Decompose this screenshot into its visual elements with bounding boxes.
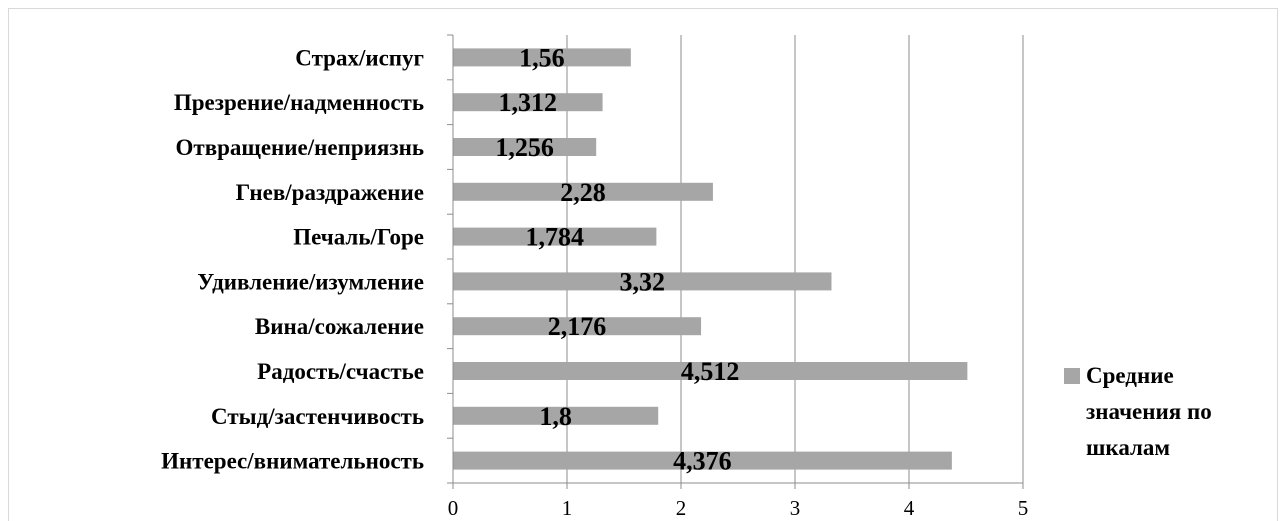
category-label: Вина/сожаление: [255, 314, 424, 339]
bar-6: [453, 227, 657, 246]
data-label: 2,28: [560, 178, 606, 207]
bar-1: [453, 451, 952, 470]
bar-10: [453, 48, 631, 67]
data-label: 1,256: [495, 133, 554, 162]
data-label: 2,176: [548, 312, 607, 341]
bar-9: [453, 93, 603, 112]
data-label: 1,56: [519, 43, 565, 72]
category-label: Радость/счастье: [257, 359, 424, 384]
x-tick-label: 1: [562, 496, 573, 520]
category-label: Интерес/внимательность: [161, 449, 424, 474]
x-tick-label: 5: [1018, 496, 1029, 520]
x-tick-label: 0: [448, 496, 459, 520]
bar-7: [453, 182, 713, 201]
category-label: Гнев/раздражение: [236, 180, 424, 205]
category-label: Печаль/Горе: [293, 225, 424, 250]
legend: Средние значения по шкалам: [1064, 358, 1274, 466]
category-label: Отвращение/неприязнь: [176, 135, 425, 160]
data-label: 3,32: [619, 267, 665, 296]
legend-label: Средние значения по шкалам: [1086, 363, 1212, 460]
legend-swatch: [1064, 368, 1080, 384]
axes: [447, 34, 1024, 489]
data-label: 4,376: [673, 447, 732, 476]
x-tick-label: 2: [676, 496, 687, 520]
data-label: 1,8: [539, 402, 572, 431]
data-label: 1,312: [499, 88, 558, 117]
bar-2: [453, 406, 659, 425]
bar-3: [453, 362, 968, 380]
category-label: Удивление/изумление: [197, 269, 424, 294]
x-tick-label: 4: [904, 496, 915, 520]
category-label: Презрение/надменность: [174, 90, 424, 115]
bars: [453, 48, 968, 470]
bar-8: [453, 138, 597, 156]
data-label: 1,784: [525, 223, 584, 252]
category-label: Стыд/застенчивость: [211, 404, 424, 429]
bar-4: [453, 317, 702, 336]
x-tick-label: 3: [790, 496, 801, 520]
bar-5: [453, 272, 832, 291]
category-label: Страх/испуг: [295, 45, 424, 70]
labels: 0 1 2 3 4 5 Интерес/внимательность 4,376 Стыд/за…: [161, 43, 1028, 520]
chart-frame: [8, 8, 1278, 521]
data-label: 4,512: [681, 357, 740, 386]
